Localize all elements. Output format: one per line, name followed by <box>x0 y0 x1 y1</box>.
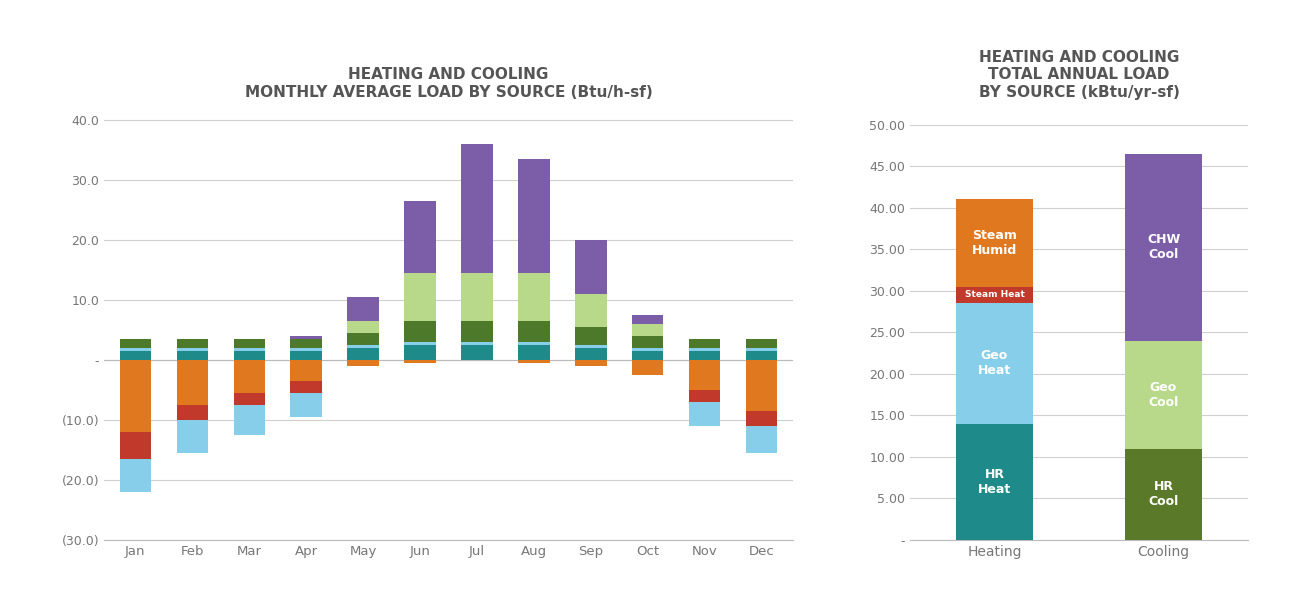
Bar <box>957 424 1032 540</box>
Bar <box>746 426 777 453</box>
Bar <box>177 351 208 360</box>
Bar <box>746 351 777 360</box>
Bar <box>575 294 607 327</box>
Bar <box>632 351 663 360</box>
Bar <box>632 360 663 375</box>
Bar <box>234 360 265 393</box>
Bar <box>234 348 265 351</box>
Bar <box>746 360 777 411</box>
Bar <box>689 402 720 426</box>
Bar <box>575 345 607 348</box>
Text: Geo
Cool: Geo Cool <box>1148 380 1179 409</box>
Bar <box>347 348 378 360</box>
Bar <box>519 345 550 360</box>
Bar <box>404 273 436 321</box>
Bar <box>120 339 151 348</box>
Bar <box>689 348 720 351</box>
Bar <box>234 393 265 405</box>
Bar <box>290 348 322 351</box>
Title: HEATING AND COOLING
MONTHLY AVERAGE LOAD BY SOURCE (Btu/h-sf): HEATING AND COOLING MONTHLY AVERAGE LOAD… <box>244 67 653 100</box>
Bar <box>632 315 663 324</box>
Text: CHW
Cool: CHW Cool <box>1147 233 1180 261</box>
Bar <box>689 351 720 360</box>
Bar <box>234 351 265 360</box>
Bar <box>519 342 550 345</box>
Bar <box>1126 449 1201 540</box>
Bar <box>177 405 208 420</box>
Text: Steam Heat: Steam Heat <box>965 290 1024 299</box>
Bar <box>462 273 493 321</box>
Bar <box>462 345 493 360</box>
Bar <box>689 390 720 402</box>
Bar <box>957 199 1032 287</box>
Bar <box>290 351 322 360</box>
Bar <box>347 321 378 333</box>
Bar <box>177 348 208 351</box>
Bar <box>462 144 493 273</box>
Bar <box>120 360 151 432</box>
Bar <box>632 336 663 348</box>
Bar <box>462 342 493 345</box>
Bar <box>746 411 777 426</box>
Bar <box>575 327 607 345</box>
Bar <box>404 321 436 342</box>
Bar <box>120 351 151 360</box>
Bar <box>957 287 1032 303</box>
Title: HEATING AND COOLING
TOTAL ANNUAL LOAD
BY SOURCE (kBtu/yr-sf): HEATING AND COOLING TOTAL ANNUAL LOAD BY… <box>979 50 1179 100</box>
Bar <box>404 201 436 273</box>
Bar <box>177 420 208 453</box>
Bar <box>120 459 151 492</box>
Bar <box>462 321 493 342</box>
Bar <box>689 339 720 348</box>
Bar <box>519 360 550 363</box>
Bar <box>689 360 720 390</box>
Bar <box>957 303 1032 424</box>
Bar <box>519 159 550 273</box>
Bar <box>519 273 550 321</box>
Bar <box>290 360 322 381</box>
Bar <box>1126 154 1201 341</box>
Bar <box>347 333 378 345</box>
Bar <box>347 297 378 321</box>
Text: HR
Heat: HR Heat <box>978 468 1011 496</box>
Bar <box>575 360 607 366</box>
Bar <box>290 381 322 393</box>
Bar <box>234 339 265 348</box>
Bar <box>177 339 208 348</box>
Bar <box>519 321 550 342</box>
Bar <box>120 348 151 351</box>
Bar <box>177 360 208 405</box>
Bar <box>290 393 322 417</box>
Bar <box>632 324 663 336</box>
Bar <box>404 345 436 360</box>
Bar <box>120 432 151 459</box>
Bar <box>347 345 378 348</box>
Bar <box>290 339 322 348</box>
Bar <box>1126 341 1201 449</box>
Text: Geo
Heat: Geo Heat <box>978 349 1011 377</box>
Bar <box>575 240 607 294</box>
Bar <box>404 360 436 363</box>
Bar <box>404 342 436 345</box>
Text: Steam
Humid: Steam Humid <box>972 229 1017 257</box>
Text: HR
Cool: HR Cool <box>1148 481 1179 508</box>
Bar <box>746 339 777 348</box>
Bar <box>746 348 777 351</box>
Bar <box>347 360 378 366</box>
Bar <box>290 336 322 339</box>
Bar <box>234 405 265 435</box>
Bar <box>575 348 607 360</box>
Bar <box>632 348 663 351</box>
